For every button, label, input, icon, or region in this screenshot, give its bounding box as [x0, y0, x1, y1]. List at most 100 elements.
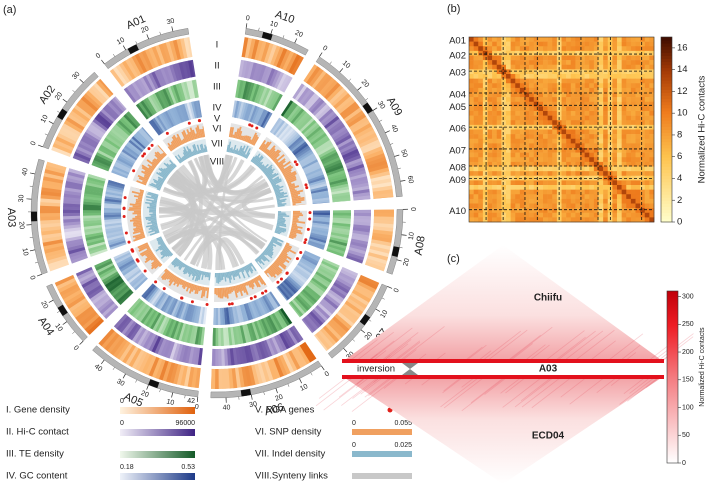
track-strip [267, 44, 278, 65]
heatmap-cell [552, 69, 558, 75]
track-strip [68, 297, 88, 312]
heatmap-cell [533, 152, 539, 158]
heatmap-cell [482, 166, 488, 172]
heatmap-cell [635, 60, 641, 66]
heatmap-cell [580, 138, 585, 144]
heatmap-cell [630, 115, 636, 121]
track-strip [104, 103, 120, 119]
colorbar-segment [661, 49, 672, 53]
tick-label: 10 [341, 60, 352, 70]
snp-bar [289, 188, 296, 192]
track-strip [63, 218, 81, 223]
track-strip [288, 54, 302, 74]
heatmap-cell [561, 175, 567, 181]
snp-bar [129, 203, 142, 207]
heatmap-cell [547, 46, 553, 52]
heatmap-cell [603, 92, 609, 98]
track-strip [341, 266, 359, 277]
track-strip [313, 307, 328, 322]
heatmap-cell [533, 115, 539, 121]
heatmap-cell [556, 78, 562, 84]
track-strip [299, 259, 316, 271]
track-strip [145, 73, 157, 91]
heatmap-cell [519, 157, 525, 163]
track-strip [296, 149, 313, 161]
heatmap-cell [584, 143, 590, 149]
heatmap-cell [630, 152, 636, 158]
snp-bar [146, 159, 157, 168]
track-strip [169, 64, 178, 82]
heatmap-cell [524, 143, 530, 149]
heatmap-cell [478, 111, 484, 116]
track-strip [291, 56, 304, 76]
track-strip [191, 101, 198, 119]
heatmap-cell [538, 143, 544, 149]
track-strip [304, 315, 319, 331]
colorbar-segment [661, 95, 672, 100]
tick-label: 10 [380, 309, 390, 319]
track-strip [202, 307, 208, 325]
heatmap-cell [552, 198, 558, 204]
heatmap-cell [487, 185, 493, 190]
colorbar-segment [661, 172, 672, 177]
track-strip [329, 236, 348, 244]
track-strip [232, 100, 238, 118]
heatmap-cell [524, 64, 530, 70]
heatmap-cell [561, 189, 567, 195]
rga-gene [132, 169, 136, 173]
track-strip [312, 212, 330, 216]
heatmap-cell [515, 83, 521, 89]
track-strip [86, 284, 103, 297]
contact-streak [367, 327, 413, 363]
minor-tick [112, 367, 115, 370]
track-strip [253, 107, 263, 124]
snp-bar [176, 136, 182, 146]
heatmap-cell [640, 208, 646, 214]
track-strip [237, 325, 244, 344]
track-strip [278, 332, 290, 350]
track-strip [129, 83, 142, 100]
track-strip [331, 284, 348, 297]
track-strip [98, 110, 114, 125]
track-strip [312, 197, 330, 202]
colorbar-segment [661, 114, 672, 118]
heatmap-cell [580, 180, 585, 186]
heatmap-cell [589, 37, 595, 42]
indel-bar [177, 261, 183, 267]
track-strip [368, 163, 389, 173]
track-strip [134, 80, 147, 97]
contact-streak [393, 341, 421, 363]
heatmap-cell [492, 198, 498, 204]
heatmap-cell [487, 101, 493, 107]
track-strip [235, 305, 242, 323]
snp-bar [188, 283, 193, 289]
heatmap-cell [598, 171, 604, 177]
heatmap-cell [626, 212, 632, 218]
heatmap-cell [570, 124, 576, 130]
heatmap-cell [556, 74, 562, 79]
indel-bar [158, 167, 169, 177]
track-strip [105, 191, 123, 197]
heatmap-cell [584, 208, 590, 214]
heatmap-cell [589, 78, 595, 84]
heatmap-cell [529, 101, 535, 107]
indel-bar [169, 159, 177, 168]
heatmap-cell [589, 185, 595, 190]
track-strip [351, 289, 371, 303]
colorbar-title: Normalized Hi-C contacts [697, 75, 708, 183]
minor-tick [348, 78, 352, 82]
track-strip [130, 274, 146, 288]
colorbar-tick-label: 8 [677, 129, 682, 140]
snp-bar [291, 223, 298, 227]
heatmap-cell [635, 138, 641, 144]
heatmap-cell [566, 171, 572, 177]
heatmap-cell [519, 189, 525, 195]
heatmap-cell [492, 129, 498, 135]
heatmap-cell [621, 203, 627, 209]
heatmap-cell [482, 129, 488, 135]
heatmap-cell [506, 152, 511, 158]
track-strip [345, 157, 363, 167]
heatmap-cell [593, 60, 599, 66]
heatmap-cell [533, 198, 539, 204]
tick-mark [100, 359, 105, 365]
